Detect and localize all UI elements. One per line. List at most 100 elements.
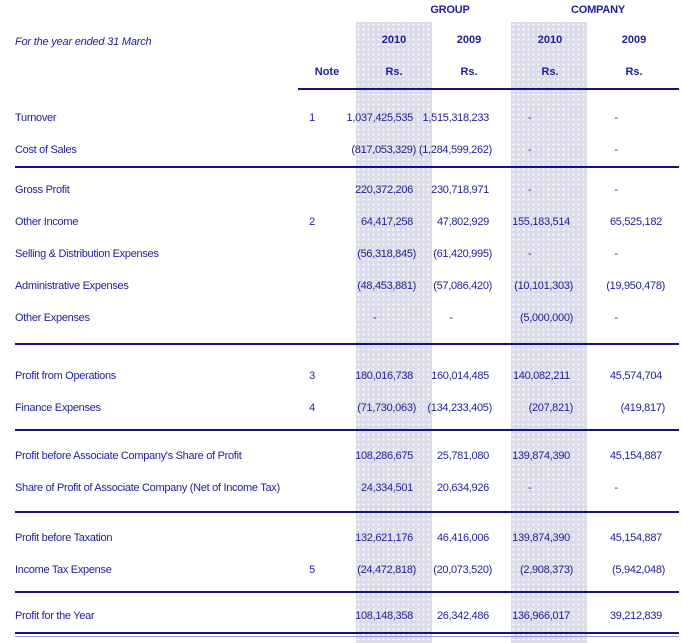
row-label: Finance Expenses [15, 402, 101, 414]
table-row: Share of Profit of Associate Company (Ne… [0, 472, 683, 504]
group-2010-value: 108,286,675 [355, 450, 413, 462]
row-note: 3 [309, 370, 315, 382]
row-label: Turnover [15, 112, 57, 124]
table-row: Turnover 1 1,037,425,535 1,515,318,233 -… [0, 102, 683, 134]
table-section: Gross Profit 220,372,206 230,718,971 - -… [0, 174, 683, 334]
table-section: Turnover 1 1,037,425,535 1,515,318,233 -… [0, 102, 683, 166]
group-2010-value: 108,148,358 [355, 610, 413, 622]
group-2009-currency-header: Rs. [460, 66, 478, 78]
group-2009-value: 47,802,929 [436, 216, 489, 228]
group-2010-value: (24,472,818) [357, 564, 416, 576]
company-2009-value: (419,817) [620, 402, 666, 414]
company-2009-value: - [614, 144, 618, 156]
section-rule [15, 591, 679, 593]
group-2010-value: (48,453,881) [357, 280, 416, 292]
group-2010-value: 64,417,258 [360, 216, 413, 228]
row-label: Administrative Expenses [15, 280, 129, 292]
group-2009-value: 26,342,486 [436, 610, 489, 622]
table-row: Profit before Taxation 132,621,176 46,41… [0, 522, 683, 554]
group-2009-value: (57,086,420) [433, 280, 492, 292]
row-label: Other Income [15, 216, 79, 228]
table-row: Profit before Associate Company's Share … [0, 440, 683, 472]
table-row: Selling & Distribution Expenses (56,318,… [0, 238, 683, 270]
header-rule [298, 88, 679, 90]
row-note: 4 [309, 402, 315, 414]
company-header: COMPANY [570, 4, 626, 16]
company-2010-year-header: 2010 [537, 34, 563, 46]
table-section: Profit before Taxation 132,621,176 46,41… [0, 522, 683, 586]
row-label: Share of Profit of Associate Company (Ne… [15, 482, 280, 494]
group-2010-value: 180,016,738 [355, 370, 413, 382]
company-2009-value: 45,154,887 [609, 532, 662, 544]
row-note: 2 [309, 216, 315, 228]
group-2009-value: - [449, 312, 453, 324]
company-2010-value: 139,874,390 [512, 450, 570, 462]
group-2009-value: (134,233,405) [427, 402, 492, 414]
note-column-header: Note [314, 66, 340, 78]
group-2010-highlight-band [356, 22, 432, 643]
table-body: Turnover 1 1,037,425,535 1,515,318,233 -… [0, 100, 683, 637]
group-2010-value: (817,053,329) [351, 144, 416, 156]
table-row: Profit for the Year 108,148,358 26,342,4… [0, 600, 683, 632]
group-2009-value: 25,781,080 [436, 450, 489, 462]
table-row: Profit from Operations 3 180,016,738 160… [0, 360, 683, 392]
row-label: Profit before Associate Company's Share … [15, 450, 242, 462]
row-label: Profit before Taxation [15, 532, 113, 544]
company-2010-value: (5,000,000) [520, 312, 573, 324]
company-2009-value: (19,950,478) [606, 280, 665, 292]
company-2009-value: - [614, 312, 618, 324]
company-2009-value: 45,154,887 [609, 450, 662, 462]
company-2010-currency-header: Rs. [541, 66, 559, 78]
company-2009-year-header: 2009 [621, 34, 647, 46]
row-label: Income Tax Expense [15, 564, 112, 576]
company-2010-highlight-band [511, 22, 587, 643]
group-2010-value: - [372, 312, 377, 324]
company-2010-value: - [527, 248, 532, 260]
table-section: Profit from Operations 3 180,016,738 160… [0, 360, 683, 424]
table-section: Profit for the Year 108,148,358 26,342,4… [0, 600, 683, 632]
group-2010-value: (56,318,845) [357, 248, 416, 260]
table-row: Cost of Sales (817,053,329) (1,284,599,2… [0, 134, 683, 166]
table-row: Income Tax Expense 5 (24,472,818) (20,07… [0, 554, 683, 586]
company-2010-value: (2,908,373) [520, 564, 573, 576]
company-2010-value: - [527, 184, 532, 196]
section-rule [15, 429, 679, 431]
group-header: GROUP [430, 4, 470, 16]
table-section: Profit before Associate Company's Share … [0, 440, 683, 504]
group-2009-value: 160,014,485 [431, 370, 489, 382]
row-label: Selling & Distribution Expenses [15, 248, 159, 260]
group-2010-value: 1,037,425,535 [346, 112, 414, 124]
table-header: For the year ended 31 March GROUP COMPAN… [0, 0, 683, 100]
company-2009-value: 65,525,182 [609, 216, 662, 228]
group-2009-value: (1,284,599,262) [418, 144, 492, 156]
group-2010-value: 24,334,501 [360, 482, 413, 494]
company-2009-value: 39,212,839 [609, 610, 662, 622]
row-label: Gross Profit [15, 184, 70, 196]
company-2010-value: 139,874,390 [512, 532, 570, 544]
table-row: Other Expenses - - (5,000,000) - [0, 302, 683, 334]
section-rule [15, 166, 679, 168]
group-2010-value: 220,372,206 [355, 184, 413, 196]
row-label: Profit for the Year [15, 610, 95, 622]
table-row: Other Income 2 64,417,258 47,802,929 155… [0, 206, 683, 238]
company-2009-value: - [614, 248, 618, 260]
company-2009-currency-header: Rs. [625, 66, 643, 78]
company-2010-value: - [527, 144, 532, 156]
period-label: For the year ended 31 March [15, 36, 152, 48]
section-rule [15, 343, 679, 345]
section-rule [15, 511, 679, 513]
row-label: Other Expenses [15, 312, 90, 324]
company-2009-value: 45,574,704 [609, 370, 662, 382]
company-2010-value: 155,183,514 [512, 216, 570, 228]
group-2010-value: (71,730,063) [357, 402, 416, 414]
group-2009-value: 1,515,318,233 [422, 112, 490, 124]
group-2010-currency-header: Rs. [385, 66, 403, 78]
table-row: Administrative Expenses (48,453,881) (57… [0, 270, 683, 302]
row-label: Cost of Sales [15, 144, 77, 156]
company-2010-value: - [527, 112, 532, 124]
row-label: Profit from Operations [15, 370, 116, 382]
table-row: Finance Expenses 4 (71,730,063) (134,233… [0, 392, 683, 424]
group-2009-value: 46,416,006 [436, 532, 489, 544]
row-note: 5 [309, 564, 315, 576]
